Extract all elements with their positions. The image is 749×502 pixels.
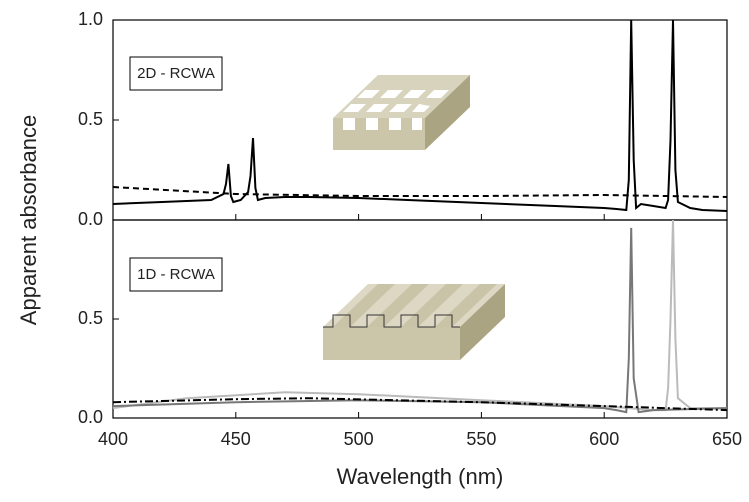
annotation-box	[129, 56, 223, 91]
y-tick-label: 0.0	[78, 407, 103, 427]
y-tick-label: 0.0	[78, 209, 103, 229]
x-tick-label: 500	[344, 429, 374, 449]
y-tick-label: 0.5	[78, 109, 103, 129]
x-axis-label: Wavelength (nm)	[337, 464, 504, 489]
annotation-box	[129, 257, 223, 292]
x-tick-label: 450	[221, 429, 251, 449]
annotation: 1D - RCWA	[137, 266, 215, 283]
data-line	[112, 397, 728, 412]
annotation: 2D - RCWA	[137, 65, 215, 82]
y-axis-label: Apparent absorbance	[16, 115, 41, 325]
grating-1d	[323, 284, 505, 360]
y-tick-label: 1.0	[78, 9, 103, 29]
x-tick-label: 550	[466, 429, 496, 449]
x-tick-label: 650	[712, 429, 742, 449]
x-tick-label: 600	[589, 429, 619, 449]
x-tick-label: 400	[98, 429, 128, 449]
grating-2d	[333, 75, 470, 150]
data-line	[112, 186, 728, 198]
y-tick-label: 0.5	[78, 308, 103, 328]
data-line	[112, 19, 728, 212]
